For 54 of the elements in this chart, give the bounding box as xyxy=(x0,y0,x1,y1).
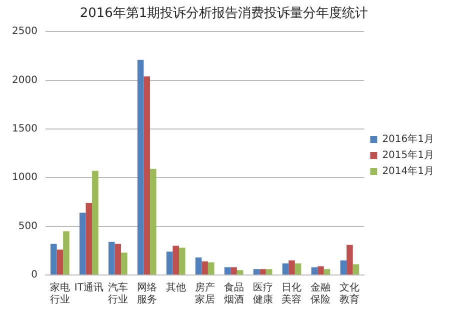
bar xyxy=(294,263,302,274)
bar xyxy=(324,269,330,274)
x-tick-label: 汽车行业 xyxy=(108,282,128,306)
legend-label: 2014年1月 xyxy=(382,165,434,178)
bar xyxy=(50,244,57,274)
x-tick-label: 文化教育 xyxy=(340,282,360,306)
bar xyxy=(92,170,98,274)
bar xyxy=(282,263,289,274)
bar xyxy=(260,269,266,274)
bar xyxy=(352,264,360,274)
bar xyxy=(121,252,128,274)
bar xyxy=(318,266,324,274)
bar xyxy=(178,248,186,274)
bar xyxy=(311,267,318,274)
bar xyxy=(208,262,214,274)
bar xyxy=(137,60,144,274)
bar xyxy=(230,267,237,274)
y-tick-label: 2000 xyxy=(12,74,38,86)
x-tick-label: 医疗健康 xyxy=(252,282,273,306)
bar xyxy=(266,269,272,274)
x-tick-label: 金融保险 xyxy=(310,282,331,306)
y-tick-label: 0 xyxy=(31,270,38,281)
x-tick-label: 家电行业 xyxy=(50,282,70,306)
bar xyxy=(288,260,295,274)
bar xyxy=(56,250,64,274)
x-tick-label: 食品烟酒 xyxy=(224,282,244,306)
y-tick-label: 2500 xyxy=(12,26,38,38)
legend-label: 2015年1月 xyxy=(382,149,434,162)
bar xyxy=(86,202,92,274)
y-tick-label: 500 xyxy=(18,220,38,232)
bar xyxy=(172,246,179,274)
bar xyxy=(108,242,115,274)
bar xyxy=(195,257,202,274)
chart-title: 2016年第1期投诉分析报告消费投诉量分年度统计 xyxy=(80,5,368,22)
x-tick-label: 日化美容 xyxy=(282,282,302,306)
x-tick-label: IT通讯 xyxy=(74,282,104,294)
bar xyxy=(340,260,347,274)
bar xyxy=(114,244,122,274)
legend-label: 2016年1月 xyxy=(382,133,434,146)
bar xyxy=(346,244,353,274)
bar xyxy=(63,231,70,274)
y-tick-label: 1000 xyxy=(12,172,38,184)
bar xyxy=(150,168,156,274)
x-tick-label: 网络服务 xyxy=(136,282,157,306)
x-tick-label: 其他 xyxy=(166,282,186,294)
bar xyxy=(224,267,231,274)
bar xyxy=(166,252,173,274)
bar xyxy=(236,270,244,274)
bar xyxy=(253,269,260,274)
bar xyxy=(144,76,150,274)
x-tick-label: 房产家居 xyxy=(194,282,215,306)
y-tick-label: 1500 xyxy=(12,124,38,135)
bar xyxy=(79,212,86,274)
bar xyxy=(202,261,208,274)
